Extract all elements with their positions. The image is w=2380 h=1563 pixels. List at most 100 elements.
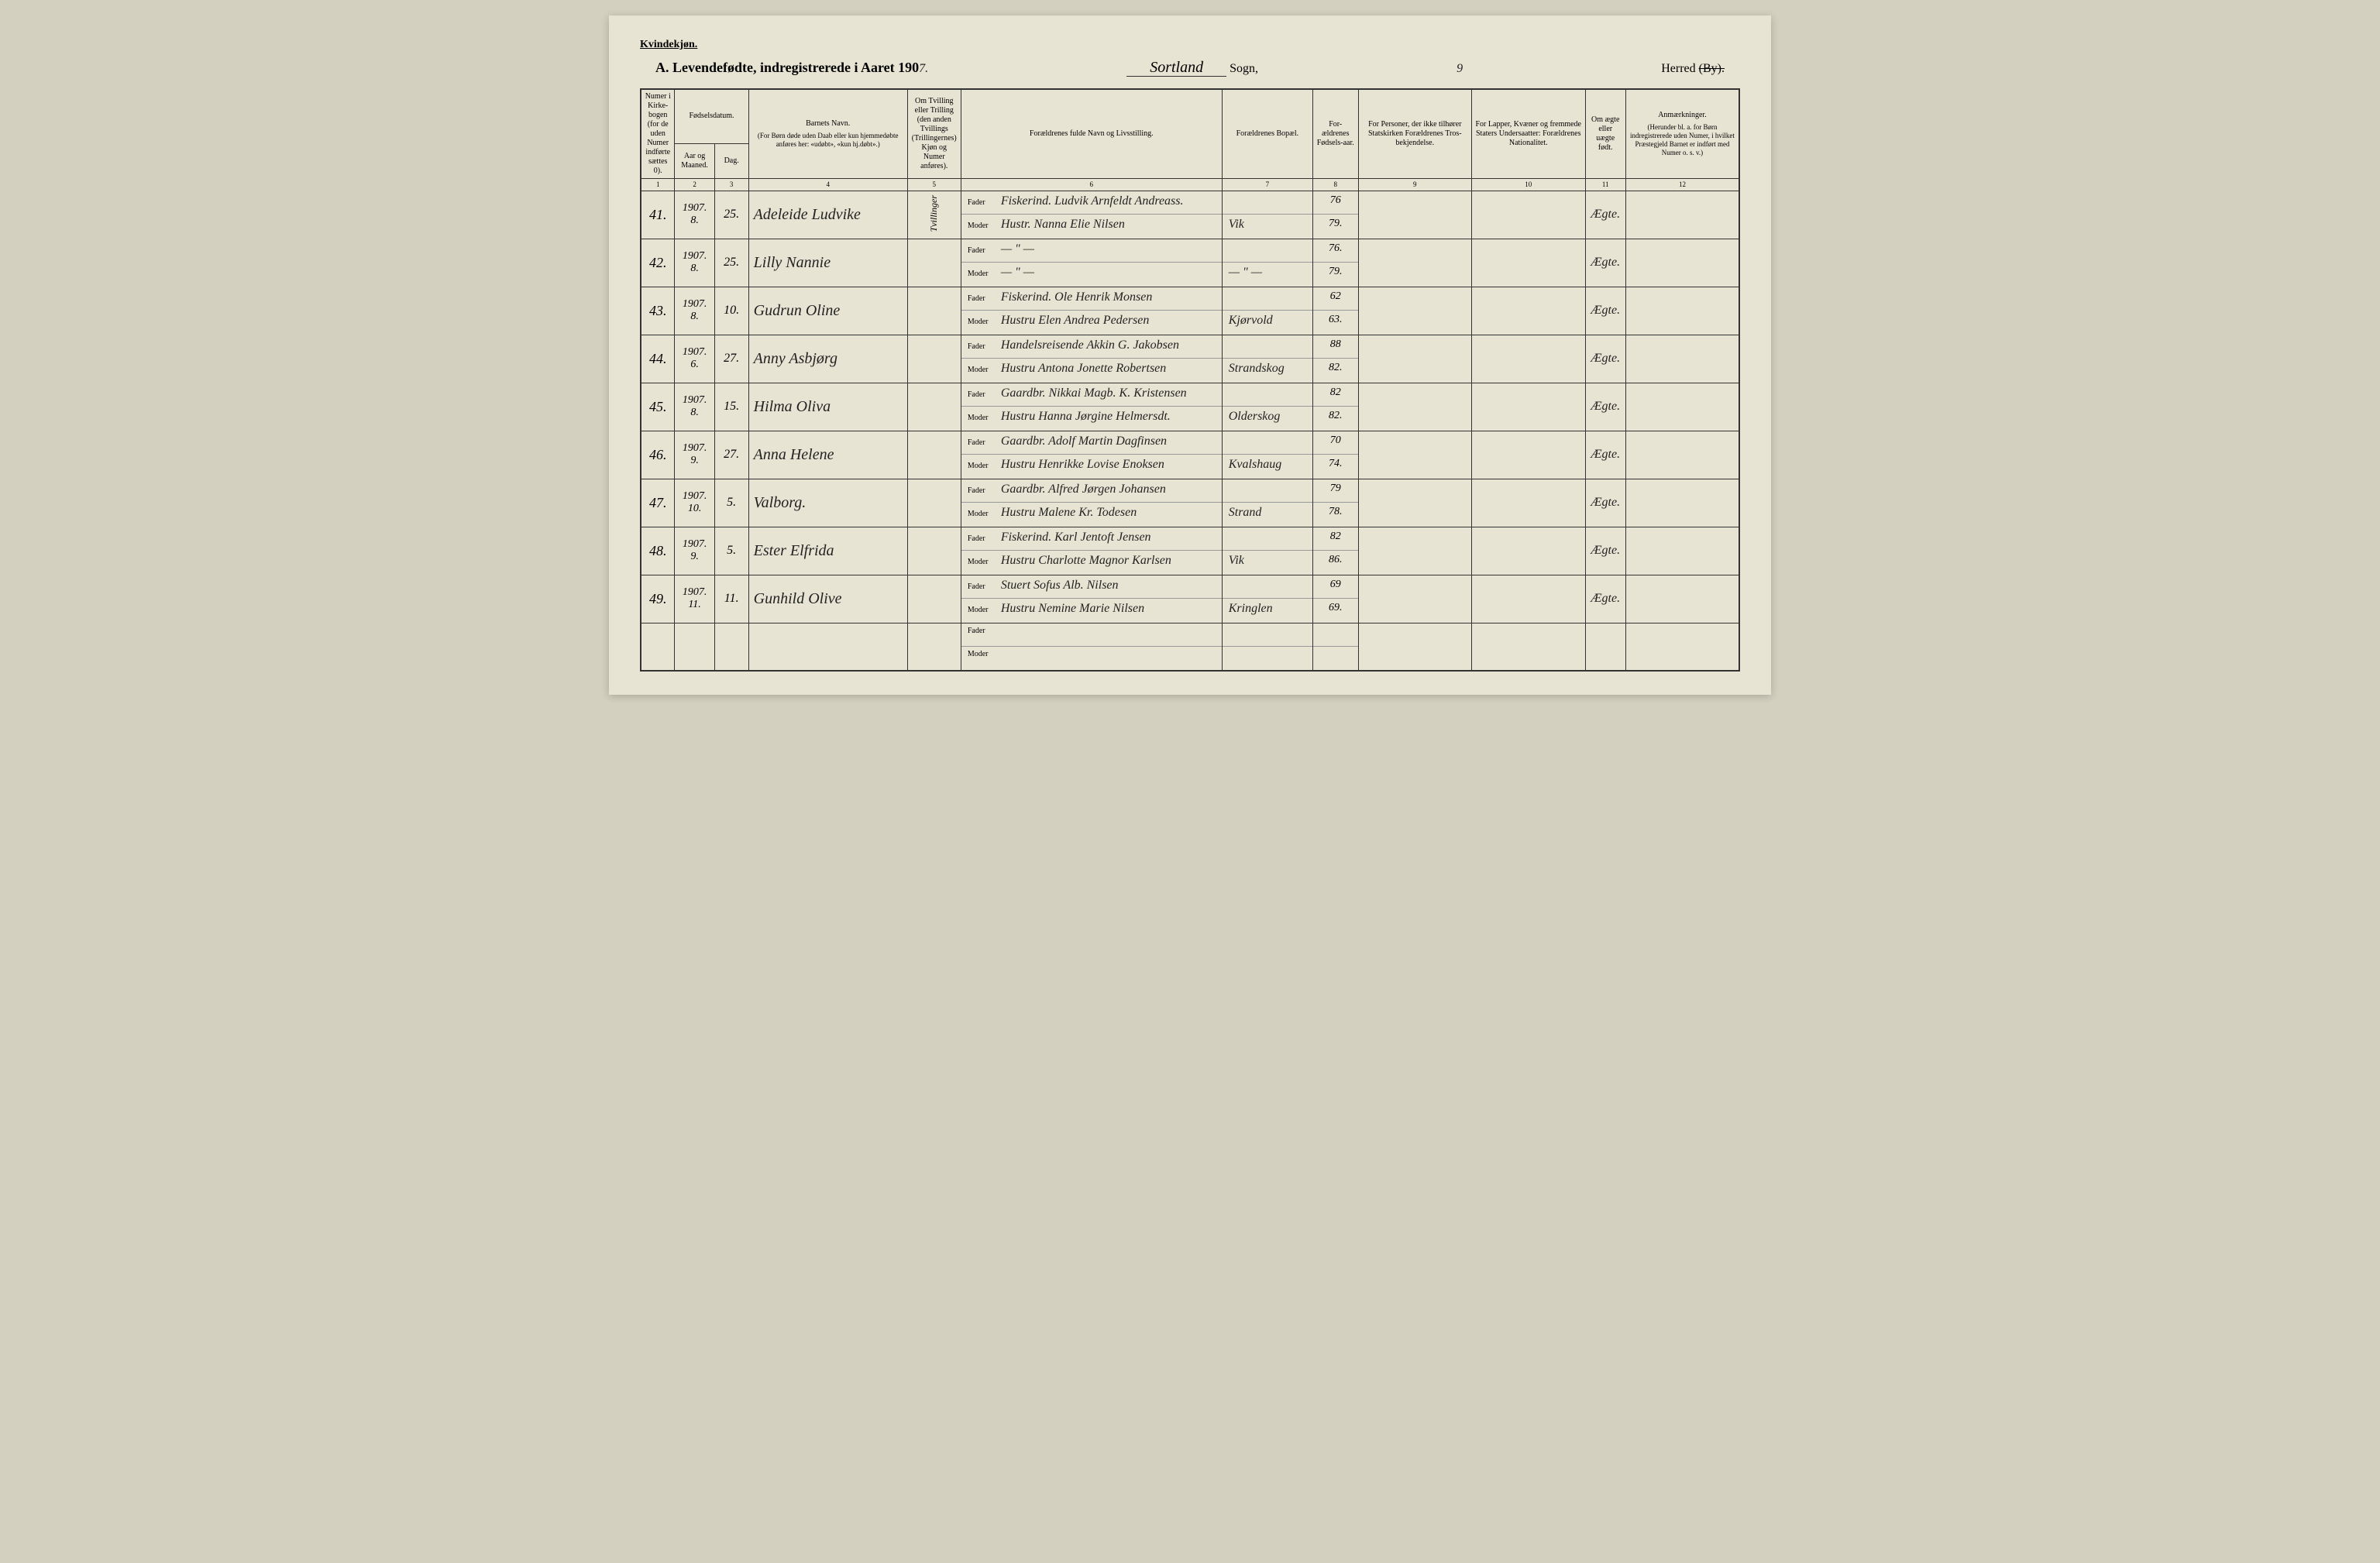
year-month: 1907.9. bbox=[675, 527, 714, 575]
father-year: 79 bbox=[1313, 479, 1358, 503]
moder-label: Moder bbox=[968, 222, 995, 230]
parents-cell: FaderGaardbr. Nikkai Magb. K. Kristensen… bbox=[961, 383, 1222, 431]
row-number: 45. bbox=[641, 383, 675, 431]
birth-day: 15. bbox=[714, 383, 748, 431]
residence-cell: Strandskog bbox=[1222, 335, 1312, 383]
header-col7: Forældrenes Bopæl. bbox=[1222, 89, 1312, 179]
header-col5: Om Tvilling eller Trilling (den anden Tv… bbox=[907, 89, 961, 179]
nationality-cell bbox=[1472, 479, 1585, 527]
mother-name: Hustru Henrikke Lovise Enoksen bbox=[1001, 458, 1164, 472]
nationality-cell bbox=[1472, 575, 1585, 623]
residence-mother: Vik bbox=[1223, 215, 1312, 238]
title-left-group: A. Levendefødte, indregistrerede i Aaret… bbox=[655, 60, 928, 76]
parent-years-cell: 8882. bbox=[1312, 335, 1358, 383]
residence-father bbox=[1223, 239, 1312, 263]
year-month: 1907.11. bbox=[675, 575, 714, 623]
remarks-cell bbox=[1625, 287, 1739, 335]
fader-label: Fader bbox=[968, 246, 995, 255]
remarks-cell bbox=[1625, 527, 1739, 575]
child-name: Adeleide Ludvike bbox=[748, 191, 907, 239]
parent-years-cell: 6263. bbox=[1312, 287, 1358, 335]
nationality-cell bbox=[1472, 287, 1585, 335]
remarks-cell bbox=[1625, 239, 1739, 287]
remarks-cell bbox=[1625, 383, 1739, 431]
birth-day: 5. bbox=[714, 479, 748, 527]
parents-cell: FaderFiskerind. Karl Jentoft JensenModer… bbox=[961, 527, 1222, 575]
father-name: Handelsreisende Akkin G. Jakobsen bbox=[1001, 338, 1179, 352]
moder-label: Moder bbox=[968, 510, 995, 518]
row-number: 41. bbox=[641, 191, 675, 239]
fader-label: Fader bbox=[968, 390, 995, 399]
mother-year: 86. bbox=[1313, 551, 1358, 574]
colnum-5: 5 bbox=[907, 179, 961, 191]
colnum-9: 9 bbox=[1358, 179, 1471, 191]
father-year: 76 bbox=[1313, 191, 1358, 215]
header-col3: Dag. bbox=[714, 143, 748, 179]
remarks-cell bbox=[1625, 335, 1739, 383]
parents-cell: FaderGaardbr. Adolf Martin DagfinsenMode… bbox=[961, 431, 1222, 479]
residence-cell: Kvalshaug bbox=[1222, 431, 1312, 479]
residence-father bbox=[1223, 191, 1312, 215]
parents-cell: FaderModer bbox=[961, 623, 1222, 671]
record-page: Kvindekjøn. A. Levendefødte, indregistre… bbox=[609, 15, 1771, 695]
year-month: 1907.10. bbox=[675, 479, 714, 527]
residence-mother: Strandskog bbox=[1223, 359, 1312, 382]
father-year: 82 bbox=[1313, 527, 1358, 551]
year-month: 1907.8. bbox=[675, 383, 714, 431]
father-name: — " — bbox=[1001, 242, 1034, 256]
table-row: 43.1907.8.10.Gudrun OlineFaderFiskerind.… bbox=[641, 287, 1739, 335]
residence-mother bbox=[1223, 647, 1312, 670]
twin-cell bbox=[907, 527, 961, 575]
gender-label: Kvindekjøn. bbox=[640, 39, 1740, 51]
remarks-cell bbox=[1625, 191, 1739, 239]
header-col4-sub: (For Børn døde uden Daab eller kun hjemm… bbox=[752, 132, 904, 149]
header-date: Fødselsdatum. bbox=[675, 89, 748, 143]
table-row: 47.1907.10.5.Valborg.FaderGaardbr. Alfre… bbox=[641, 479, 1739, 527]
residence-cell: — " — bbox=[1222, 239, 1312, 287]
colnum-7: 7 bbox=[1222, 179, 1312, 191]
nationality-cell bbox=[1472, 383, 1585, 431]
header-col8: For-ældrenes Fødsels-aar. bbox=[1312, 89, 1358, 179]
legitimacy-cell: Ægte. bbox=[1585, 527, 1625, 575]
child-name: Anna Helene bbox=[748, 431, 907, 479]
twin-cell bbox=[907, 287, 961, 335]
residence-cell: Vik bbox=[1222, 191, 1312, 239]
religion-cell bbox=[1358, 623, 1471, 671]
birth-day: 25. bbox=[714, 191, 748, 239]
mother-year: 82. bbox=[1313, 359, 1358, 382]
table-row: 46.1907.9.27.Anna HeleneFaderGaardbr. Ad… bbox=[641, 431, 1739, 479]
moder-label: Moder bbox=[968, 366, 995, 374]
parent-years-cell: 7679. bbox=[1312, 191, 1358, 239]
table-body: 41.1907.8.25.Adeleide LudvikeTvillingerF… bbox=[641, 191, 1739, 671]
title-row: A. Levendefødte, indregistrerede i Aaret… bbox=[640, 59, 1740, 77]
nationality-cell bbox=[1472, 527, 1585, 575]
moder-label: Moder bbox=[968, 558, 995, 566]
father-name: Stuert Sofus Alb. Nilsen bbox=[1001, 579, 1119, 593]
mother-year: 69. bbox=[1313, 599, 1358, 622]
child-name: Valborg. bbox=[748, 479, 907, 527]
colnum-4: 4 bbox=[748, 179, 907, 191]
year-month: 1907.9. bbox=[675, 431, 714, 479]
mother-year: 82. bbox=[1313, 407, 1358, 430]
mother-name: Hustru Nemine Marie Nilsen bbox=[1001, 602, 1144, 616]
religion-cell bbox=[1358, 287, 1471, 335]
header-col10: For Lapper, Kvæner og fremmede Staters U… bbox=[1472, 89, 1585, 179]
legitimacy-cell: Ægte. bbox=[1585, 479, 1625, 527]
twin-cell bbox=[907, 383, 961, 431]
father-name: Fiskerind. Ludvik Arnfeldt Andreass. bbox=[1001, 194, 1184, 208]
remarks-cell bbox=[1625, 431, 1739, 479]
residence-father bbox=[1223, 527, 1312, 551]
residence-mother: Kvalshaug bbox=[1223, 455, 1312, 478]
residence-mother: — " — bbox=[1223, 263, 1312, 286]
residence-father bbox=[1223, 383, 1312, 407]
table-row: 44.1907.6.27.Anny AsbjørgFaderHandelsrei… bbox=[641, 335, 1739, 383]
child-name: Ester Elfrida bbox=[748, 527, 907, 575]
mother-year: 78. bbox=[1313, 503, 1358, 526]
nationality-cell bbox=[1472, 623, 1585, 671]
header-col12: Anmærkninger. (Herunder bl. a. for Børn … bbox=[1625, 89, 1739, 179]
herred-struck: (By). bbox=[1699, 62, 1725, 75]
row-number: 44. bbox=[641, 335, 675, 383]
colnum-1: 1 bbox=[641, 179, 675, 191]
year-month: 1907.8. bbox=[675, 239, 714, 287]
moder-label: Moder bbox=[968, 318, 995, 326]
